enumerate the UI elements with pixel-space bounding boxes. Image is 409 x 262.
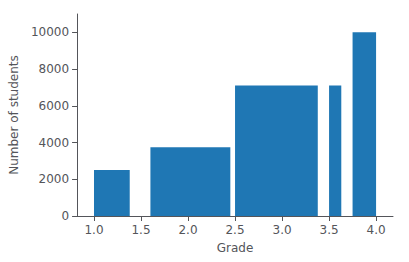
svg-text:8000: 8000 bbox=[39, 62, 70, 76]
svg-text:Number of students: Number of students bbox=[7, 55, 21, 175]
svg-text:4.0: 4.0 bbox=[367, 223, 386, 237]
svg-text:2000: 2000 bbox=[39, 172, 70, 186]
svg-text:2.0: 2.0 bbox=[178, 223, 197, 237]
svg-text:3.0: 3.0 bbox=[273, 223, 292, 237]
svg-text:3.5: 3.5 bbox=[320, 223, 339, 237]
svg-text:4000: 4000 bbox=[39, 136, 70, 150]
svg-text:10000: 10000 bbox=[31, 25, 69, 39]
svg-text:1.5: 1.5 bbox=[131, 223, 150, 237]
svg-text:0: 0 bbox=[61, 209, 69, 223]
svg-text:1.0: 1.0 bbox=[84, 223, 103, 237]
svg-text:6000: 6000 bbox=[39, 99, 70, 113]
svg-text:Grade: Grade bbox=[217, 241, 254, 255]
svg-text:2.5: 2.5 bbox=[225, 223, 244, 237]
